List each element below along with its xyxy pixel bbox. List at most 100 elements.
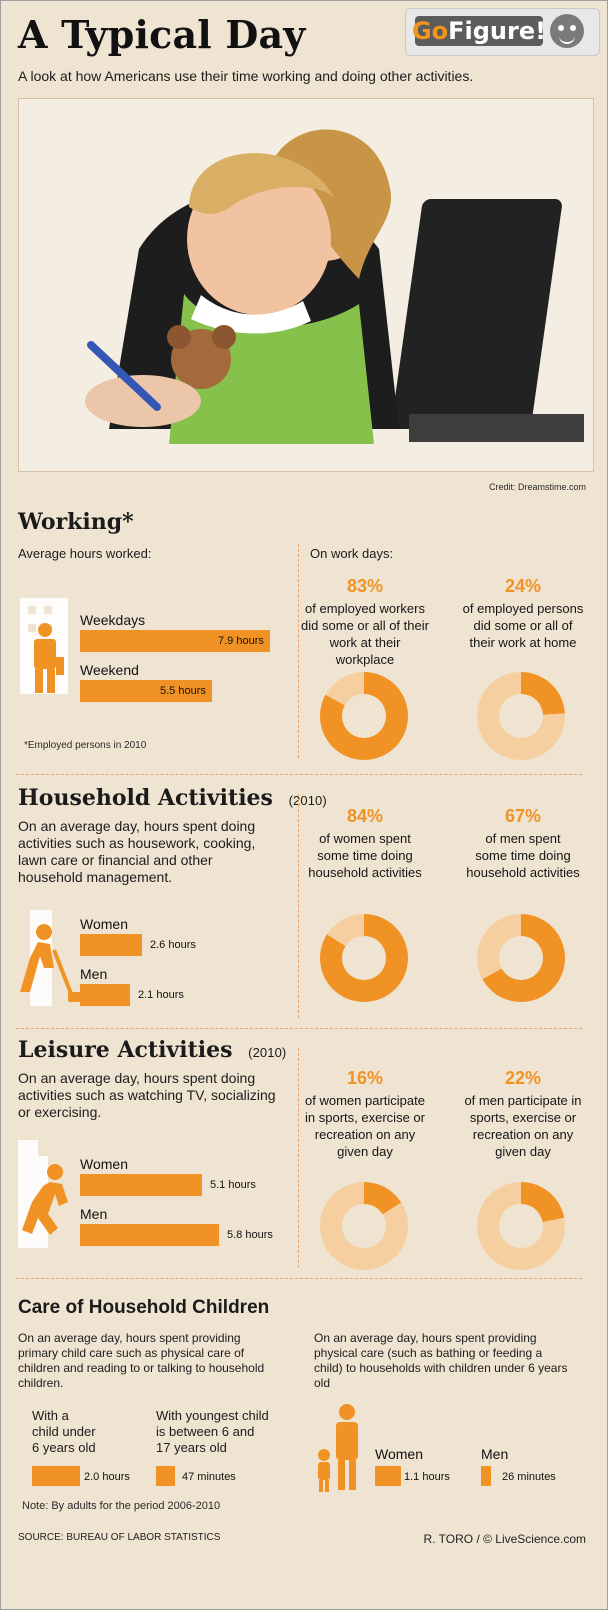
household-bars-label-1: Women bbox=[80, 916, 128, 932]
working-stat-1: 83% of employed workers did some or all o… bbox=[300, 576, 430, 668]
working-title: Working* bbox=[18, 509, 134, 535]
leisure-stat-1-percent: 16% bbox=[346, 1068, 384, 1088]
logo-go-text: Go bbox=[411, 17, 449, 45]
care-right-label-1: Women bbox=[375, 1446, 423, 1462]
care-right-label-2: Men bbox=[481, 1446, 509, 1462]
leisure-stat-1-text: of women participate in sports, exercise … bbox=[305, 1093, 425, 1159]
working-right-label: On work days: bbox=[310, 546, 394, 561]
logo-figure-text: Figure! bbox=[448, 17, 547, 45]
parent-head-icon bbox=[339, 1404, 355, 1420]
household-section-divider bbox=[16, 1028, 582, 1029]
hero-photo bbox=[18, 98, 594, 472]
leisure-bars-label-2: Men bbox=[80, 1206, 108, 1222]
building-window-icon bbox=[28, 624, 36, 632]
working-stat-2-text: of employed persons did some or all of the… bbox=[462, 601, 584, 650]
parent-child-icon bbox=[318, 1404, 358, 1492]
leisure-bars-label-1: Women bbox=[80, 1156, 128, 1172]
household-stat-1-text: of women spent some time doing household a… bbox=[308, 831, 422, 880]
working-note: *Employed persons in 2010 bbox=[24, 740, 147, 751]
household-bars-value-2: 2.1 hours bbox=[138, 989, 184, 1001]
worker-right-leg-icon bbox=[47, 669, 55, 693]
girl-collar bbox=[191, 295, 311, 334]
source-text: SOURCE: BUREAU OF LABOR STATISTICS bbox=[18, 1532, 221, 1543]
teddy-bear-left-ear bbox=[167, 325, 191, 349]
working-left-label: Average hours worked: bbox=[18, 546, 152, 561]
child-head-icon bbox=[318, 1449, 330, 1461]
working-bars-bar-1 bbox=[80, 630, 270, 652]
care-left-group-1-label: With a child under 6 years old bbox=[32, 1408, 96, 1455]
working-bars-label-1: Weekdays bbox=[80, 612, 146, 628]
household-stat-2-text: of men spent some time doing household act… bbox=[466, 831, 580, 880]
cleaner-body-icon bbox=[20, 942, 54, 992]
leisure-donut-2 bbox=[477, 1182, 565, 1270]
household-title-text: Household Activities bbox=[18, 785, 273, 811]
household-stat-2-percent: 67% bbox=[504, 806, 542, 826]
worker-body-icon bbox=[34, 639, 56, 669]
working-stat-1-percent: 83% bbox=[346, 576, 384, 596]
photo-credit: Credit: Dreamstime.com bbox=[488, 482, 586, 492]
cleaner-head-icon bbox=[36, 924, 52, 940]
briefcase-icon bbox=[56, 657, 64, 675]
gofigure-logo: Go Figure! bbox=[405, 8, 600, 56]
working-donut-2 bbox=[477, 672, 565, 760]
working-bars-label-2: Weekend bbox=[80, 662, 139, 678]
parent-left-leg-icon bbox=[338, 1460, 345, 1490]
working-bars-bar-2 bbox=[80, 680, 212, 702]
leisure-bars-bar-1 bbox=[80, 1174, 202, 1196]
page-subtitle: A look at how Americans use their time w… bbox=[18, 68, 474, 84]
household-bars-bar-2 bbox=[80, 984, 130, 1006]
child-right-leg-icon bbox=[325, 1480, 329, 1492]
household-title: Household Activities (2010) bbox=[18, 786, 327, 813]
parent-right-leg-icon bbox=[349, 1460, 356, 1490]
care-left-bar-2 bbox=[156, 1466, 175, 1486]
care-note: Note: By adults for the period 2006-2010 bbox=[22, 1500, 221, 1512]
worker-head-icon bbox=[38, 623, 52, 637]
runner-icon bbox=[18, 1140, 68, 1248]
family-work-photo-illustration bbox=[19, 99, 593, 471]
working-bars-value-1: 7.9 hours bbox=[218, 635, 264, 647]
logo-face-icon bbox=[550, 14, 584, 48]
care-left-description: On an average day, hours spent providing… bbox=[18, 1331, 265, 1390]
household-divider bbox=[298, 794, 299, 1018]
leisure-section-divider bbox=[16, 1278, 582, 1279]
household-bars-bar-1 bbox=[80, 934, 142, 956]
household-bars-label-2: Men bbox=[80, 966, 108, 982]
teddy-bear-right-ear bbox=[212, 325, 236, 349]
vacuum-person-icon bbox=[20, 910, 84, 1006]
working-stat-2: 24% of employed persons did some or all o… bbox=[458, 576, 588, 651]
care-left-value-2: 47 minutes bbox=[182, 1471, 236, 1483]
care-right-description: On an average day, hours spent providing… bbox=[314, 1331, 568, 1390]
child-left-leg-icon bbox=[319, 1480, 323, 1492]
care-left-bar-1 bbox=[32, 1466, 80, 1486]
leisure-stat-2: 22% of men participate in sports, exercis… bbox=[458, 1068, 588, 1160]
building-window-icon bbox=[28, 606, 36, 614]
working-stat-1-text: of employed workers did some or all of th… bbox=[301, 601, 429, 667]
working-section-divider bbox=[16, 774, 582, 775]
worker-left-leg-icon bbox=[35, 669, 43, 693]
worker-icon bbox=[20, 598, 68, 694]
leisure-stat-2-text: of men participate in sports, exercise or… bbox=[464, 1093, 582, 1159]
working-donut-1 bbox=[320, 672, 408, 760]
girl-hair bbox=[189, 153, 334, 214]
household-stat-2: 67% of men spent some time doing household… bbox=[458, 806, 588, 881]
household-bars-value-1: 2.6 hours bbox=[150, 939, 196, 951]
parent-body-icon bbox=[336, 1422, 358, 1460]
household-donut-2 bbox=[477, 914, 565, 1002]
leisure-divider bbox=[298, 1048, 299, 1268]
care-right-bar-2 bbox=[481, 1466, 491, 1486]
leisure-stat-1: 16% of women participate in sports, exerc… bbox=[300, 1068, 430, 1160]
working-stat-2-percent: 24% bbox=[504, 576, 542, 596]
care-left-value-1: 2.0 hours bbox=[84, 1471, 130, 1483]
author-credit: R. TORO / © LiveScience.com bbox=[423, 1532, 586, 1546]
working-divider bbox=[298, 544, 299, 758]
leisure-bars-value-1: 5.1 hours bbox=[210, 1179, 256, 1191]
leisure-bars-bar-2 bbox=[80, 1224, 219, 1246]
runner-body-icon bbox=[22, 1182, 68, 1235]
leisure-description: On an average day, hours spent doing act… bbox=[18, 1070, 276, 1120]
laptop-screen bbox=[391, 199, 562, 429]
care-right-bar-1 bbox=[375, 1466, 401, 1486]
page-title: A Typical Day bbox=[18, 12, 306, 57]
runner-head-icon bbox=[47, 1164, 63, 1180]
care-right-value-1: 1.1 hours bbox=[404, 1471, 450, 1483]
care-left-group-2-label: With youngest child is between 6 and 17 ye… bbox=[156, 1408, 269, 1455]
